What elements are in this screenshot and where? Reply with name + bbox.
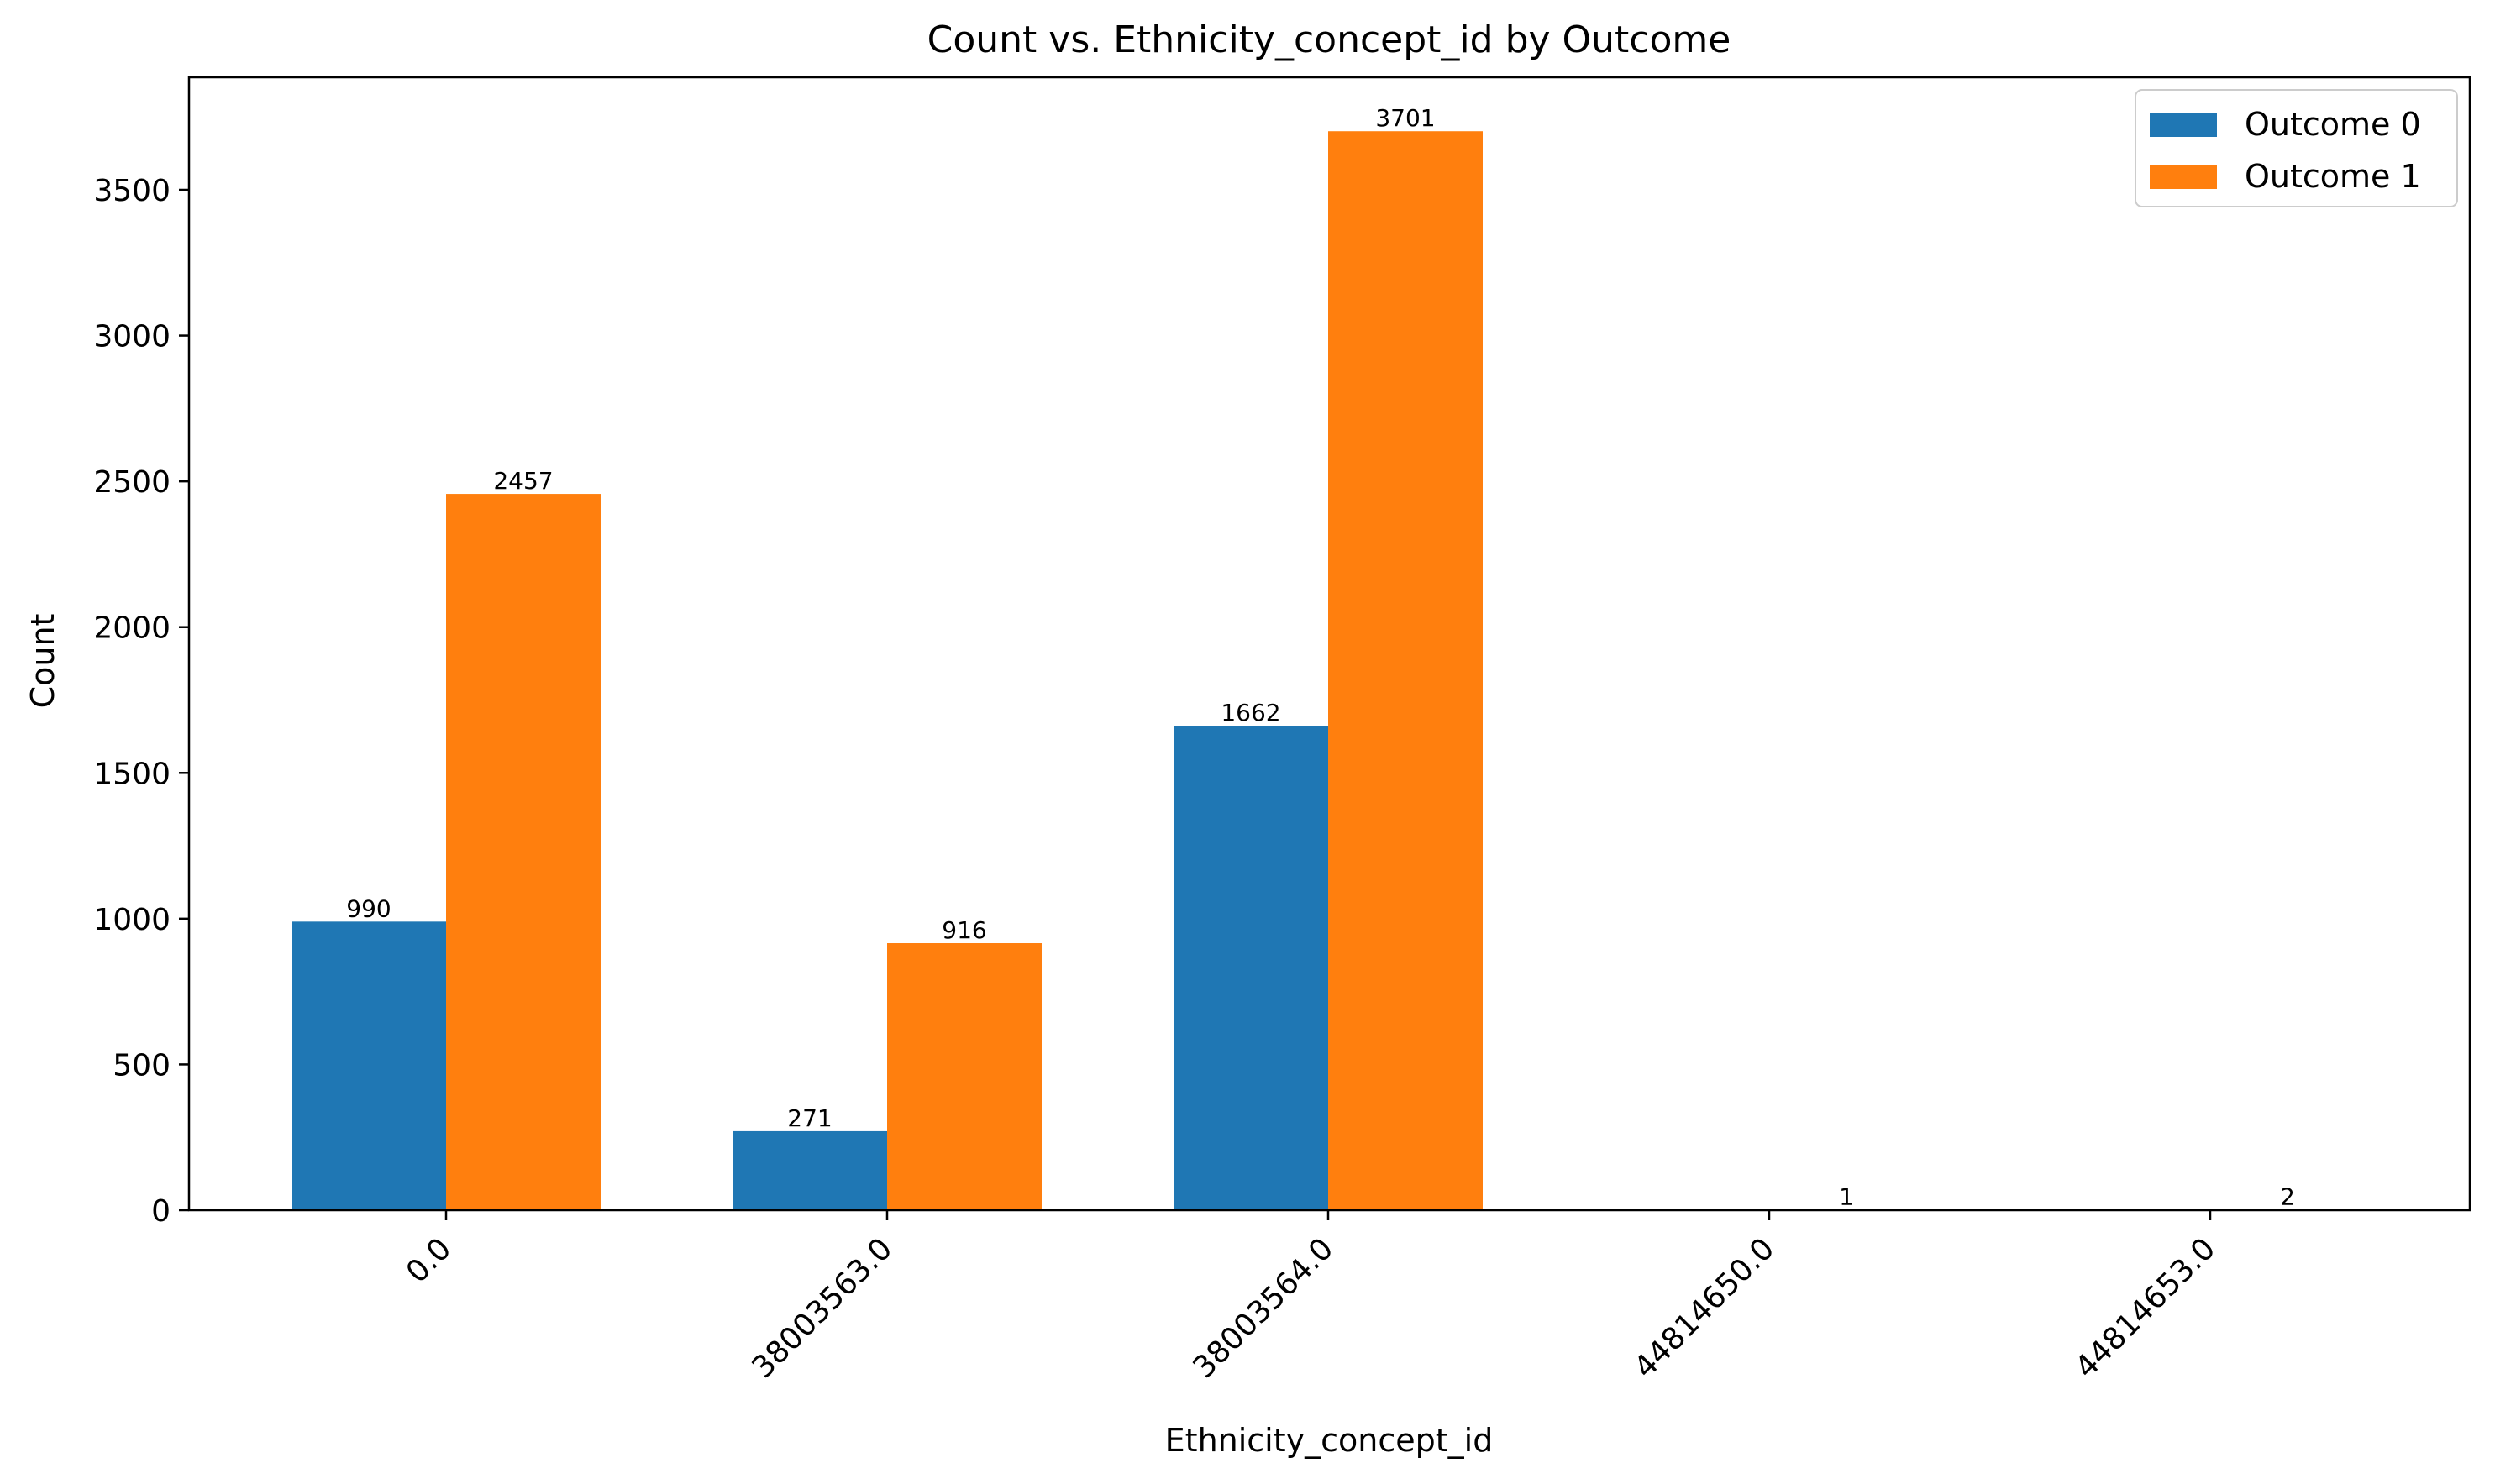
bar-value-label: 2457 xyxy=(493,467,553,495)
bar-outcome-1 xyxy=(446,494,601,1210)
bar-outcome-0 xyxy=(292,921,446,1210)
bar-outcome-0 xyxy=(733,1130,887,1210)
chart-title: Count vs. Ethnicity_concept_id by Outcom… xyxy=(927,18,1731,61)
y-tick-label: 2500 xyxy=(93,465,171,500)
bar-outcome-0 xyxy=(1174,726,1328,1210)
plot-area-frame xyxy=(187,76,2471,1212)
legend-label-outcome-0: Outcome 0 xyxy=(2245,106,2421,143)
bars-group xyxy=(292,131,2365,1210)
y-tick-label: 3500 xyxy=(93,174,171,208)
y-tick-label: 1000 xyxy=(93,903,171,937)
y-axis: 0 500 1000 1500 2000 2500 3000 3500 xyxy=(93,174,189,1229)
y-tick-label: 3000 xyxy=(93,320,171,354)
bar-value-label: 916 xyxy=(942,916,986,944)
bar-value-label: 3701 xyxy=(1375,104,1435,132)
x-axis-label: Ethnicity_concept_id xyxy=(1165,1422,1494,1459)
data-labels-group: 990 271 1662 2457 916 3701 1 2 xyxy=(346,104,2295,1210)
y-tick-label: 0 xyxy=(151,1194,171,1229)
legend-label-outcome-1: Outcome 1 xyxy=(2245,158,2421,195)
y-tick-label: 1500 xyxy=(93,757,171,791)
legend-swatch-outcome-0 xyxy=(2150,113,2217,137)
y-tick-label: 2000 xyxy=(93,611,171,646)
bar-value-label: 1 xyxy=(1839,1183,1854,1211)
y-tick-label: 500 xyxy=(113,1048,171,1083)
legend-swatch-outcome-1 xyxy=(2150,165,2217,189)
y-axis-label: Count xyxy=(24,614,61,709)
bar-value-label: 2 xyxy=(2280,1182,2295,1210)
bar-value-label: 990 xyxy=(346,894,391,922)
bar-outcome-1 xyxy=(887,943,1042,1210)
bar-outcome-1 xyxy=(1328,131,1483,1210)
legend: Outcome 0 Outcome 1 xyxy=(2135,89,2458,207)
bar-value-label: 271 xyxy=(787,1104,832,1132)
bar-value-label: 1662 xyxy=(1221,699,1280,726)
